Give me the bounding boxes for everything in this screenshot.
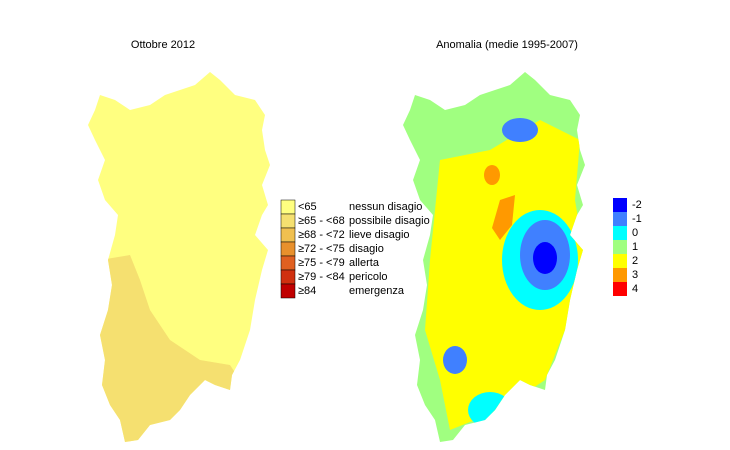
legend-swatch: [280, 255, 296, 271]
legend-swatch: [613, 212, 627, 226]
legend-label: 1: [632, 241, 638, 253]
legend-label: disagio: [349, 243, 384, 255]
legend-swatch: [280, 227, 296, 243]
left-map: [88, 72, 270, 442]
legend-range: ≥68 - <72: [298, 229, 345, 241]
legend-swatch: [280, 213, 296, 229]
legend-swatch: [280, 283, 296, 299]
legend-label: 2: [632, 255, 638, 267]
legend-label: 3: [632, 269, 638, 281]
legend-label: -1: [632, 213, 642, 225]
legend-label: 0: [632, 227, 638, 239]
legend-swatch: [613, 282, 627, 296]
legend-swatch: [613, 240, 627, 254]
legend-swatch: [613, 268, 627, 282]
legend-label: allerta: [349, 257, 380, 269]
legend-range: ≥84: [298, 285, 316, 297]
legend-label: emergenza: [349, 285, 405, 297]
legend-range: <65: [298, 201, 317, 213]
legend-swatch: [280, 199, 296, 215]
map-title: Anomalia (medie 1995-2007): [436, 39, 578, 51]
legend: -2 -1 0 1 2 3 4: [613, 198, 642, 296]
legend-label: -2: [632, 199, 642, 211]
legend: <65 nessun disagio ≥65 - <68 possibile disa…: [280, 199, 430, 299]
legend-range: ≥79 - <84: [298, 271, 345, 283]
map-title: Ottobre 2012: [131, 39, 195, 51]
legend-swatch: [280, 269, 296, 285]
legend-swatch: [280, 241, 296, 257]
legend-swatch: [613, 226, 627, 240]
right-map: [403, 72, 585, 442]
legend-label: pericolo: [349, 271, 388, 283]
legend-swatch: [613, 254, 627, 268]
legend-range: ≥72 - <75: [298, 243, 345, 255]
legend-label: lieve disagio: [349, 229, 410, 241]
legend-label: 4: [632, 283, 638, 295]
legend-range: ≥75 - <79: [298, 257, 345, 269]
legend-swatch: [613, 198, 627, 212]
legend-range: ≥65 - <68: [298, 215, 345, 227]
legend-label: nessun disagio: [349, 201, 422, 213]
legend-label: possibile disagio: [349, 215, 430, 227]
